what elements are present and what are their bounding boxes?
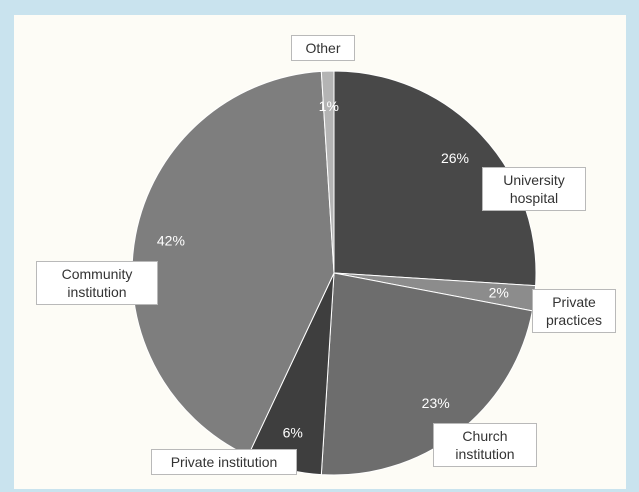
callout-other: Other: [291, 35, 355, 61]
data-label-university-hospital: 26%: [441, 150, 469, 166]
callout-line: practices: [545, 312, 603, 328]
callout-community-institution: Community institution: [36, 261, 158, 305]
pie-chart: 26% 2% 23% 6% 42% 1%: [131, 70, 537, 476]
pie-slice-community-institution: [131, 70, 335, 457]
data-label-church-institution: 23%: [422, 395, 450, 411]
data-label-community-institution: 42%: [157, 233, 185, 249]
pie-slice-other: [320, 70, 335, 274]
callout-line: Private institution: [170, 454, 278, 470]
callout-church-institution: Church institution: [433, 423, 537, 467]
callout-line: hospital: [509, 190, 559, 206]
callout-private-practices: Private practices: [532, 289, 616, 333]
callout-university-hospital: University hospital: [482, 167, 586, 211]
callout-line: institution: [67, 284, 127, 300]
callout-line: institution: [455, 446, 515, 462]
callout-line: Private: [552, 294, 596, 310]
pie-slice-university-hospital: [333, 70, 537, 287]
callout-line: University: [503, 172, 565, 188]
data-label-private-institution: 6%: [283, 425, 303, 441]
data-label-other: 1%: [319, 98, 339, 114]
callout-line: Church: [462, 428, 508, 444]
callout-line: Community: [61, 266, 133, 282]
chart-panel: 26% 2% 23% 6% 42% 1% University hospital Priv…: [14, 15, 626, 489]
callout-private-institution: Private institution: [151, 449, 297, 475]
callout-line: Other: [305, 40, 341, 56]
data-label-private-practices: 2%: [489, 285, 509, 301]
